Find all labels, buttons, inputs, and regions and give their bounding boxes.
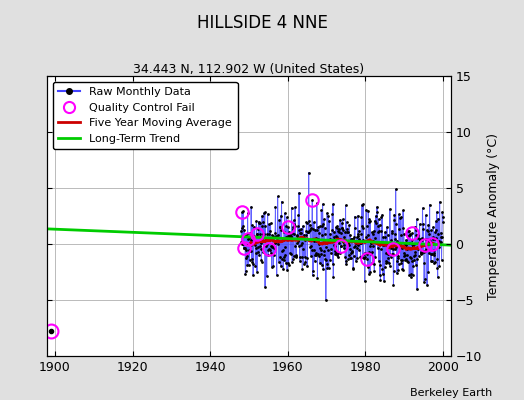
Title: 34.443 N, 112.902 W (United States): 34.443 N, 112.902 W (United States): [133, 63, 365, 76]
Legend: Raw Monthly Data, Quality Control Fail, Five Year Moving Average, Long-Term Tren: Raw Monthly Data, Quality Control Fail, …: [53, 82, 238, 149]
Text: HILLSIDE 4 NNE: HILLSIDE 4 NNE: [196, 14, 328, 32]
Y-axis label: Temperature Anomaly (°C): Temperature Anomaly (°C): [487, 132, 500, 300]
Text: Berkeley Earth: Berkeley Earth: [410, 388, 493, 398]
